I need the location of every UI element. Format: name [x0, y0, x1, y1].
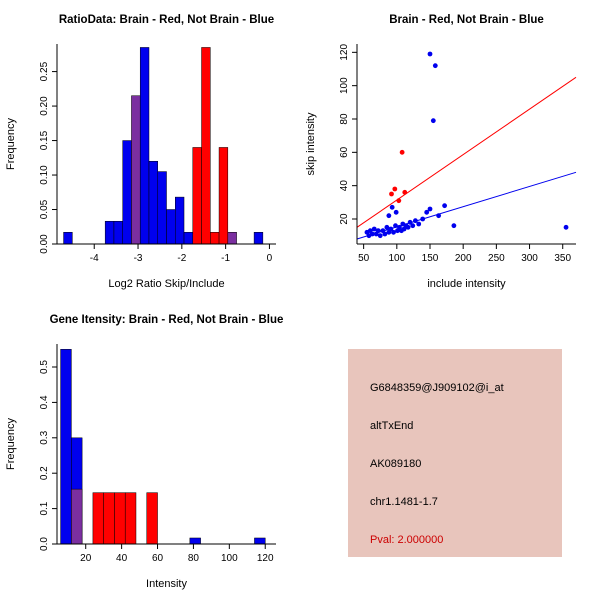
svg-text:0.2: 0.2	[39, 466, 50, 480]
info-line-event-type: altTxEnd	[370, 420, 414, 432]
svg-text:RatioData: Brain - Red, Not Br: RatioData: Brain - Red, Not Brain - Blue	[59, 14, 274, 26]
svg-text:0.0: 0.0	[39, 537, 50, 551]
svg-text:0.25: 0.25	[39, 61, 50, 81]
svg-text:skip intensity: skip intensity	[305, 112, 317, 175]
svg-text:0: 0	[267, 253, 273, 264]
svg-text:300: 300	[521, 253, 538, 264]
gene-intensity-histogram-chart: 20 40 60 80 100 120 0.0 0.1 0.2 0.3 0.4 0.5 Gene Ite…	[5, 314, 284, 590]
svg-text:0.5: 0.5	[39, 360, 50, 374]
svg-text:200: 200	[455, 253, 472, 264]
svg-text:60: 60	[339, 146, 350, 158]
ratio-histogram-panel: -4 -3 -2 -1 0 0.00 0.05 0.10 0.15 0.20 0.25 RatioDa…	[0, 0, 300, 300]
svg-text:20: 20	[80, 553, 92, 564]
svg-text:0.1: 0.1	[39, 501, 50, 515]
svg-text:40: 40	[116, 553, 128, 564]
svg-text:0.4: 0.4	[39, 395, 50, 409]
svg-text:100: 100	[221, 553, 238, 564]
svg-text:60: 60	[152, 553, 164, 564]
svg-text:350: 350	[554, 253, 571, 264]
svg-text:0.00: 0.00	[39, 234, 50, 254]
svg-text:-1: -1	[221, 253, 230, 264]
svg-text:0.20: 0.20	[39, 96, 50, 116]
svg-text:-4: -4	[90, 253, 99, 264]
intensity-scatter-chart: 50 100 150 200 250 300 350 20 40 60 80 100 120 Brain …	[305, 14, 577, 290]
svg-text:Log2 Ratio Skip/Include: Log2 Ratio Skip/Include	[108, 278, 224, 290]
svg-text:-3: -3	[134, 253, 143, 264]
info-line-probe-id: G6848359@J909102@i_at	[370, 382, 504, 394]
svg-text:Intensity: Intensity	[146, 578, 187, 590]
svg-text:Gene Itensity: Brain - Red, No: Gene Itensity: Brain - Red, Not Brain - …	[50, 314, 284, 326]
svg-text:Frequency: Frequency	[5, 118, 17, 170]
svg-text:40: 40	[339, 180, 350, 192]
gene-intensity-histogram-panel: 20 40 60 80 100 120 0.0 0.1 0.2 0.3 0.4 0.5 Gene Ite…	[0, 300, 300, 600]
svg-text:0.05: 0.05	[39, 199, 50, 219]
svg-text:0.3: 0.3	[39, 430, 50, 444]
svg-text:80: 80	[188, 553, 200, 564]
svg-text:250: 250	[488, 253, 505, 264]
svg-text:120: 120	[339, 44, 350, 61]
svg-text:0.10: 0.10	[39, 165, 50, 185]
svg-text:150: 150	[422, 253, 439, 264]
svg-text:80: 80	[339, 113, 350, 125]
svg-text:include intensity: include intensity	[427, 278, 506, 290]
svg-text:Frequency: Frequency	[5, 418, 17, 470]
info-panel: G6848359@J909102@i_at altTxEnd AK089180 …	[348, 349, 562, 557]
svg-text:Brain - Red, Not Brain - Blue: Brain - Red, Not Brain - Blue	[389, 14, 544, 26]
svg-text:120: 120	[257, 553, 274, 564]
ratio-histogram-chart: -4 -3 -2 -1 0 0.00 0.05 0.10 0.15 0.20 0.25 RatioDa…	[5, 14, 276, 290]
info-line-accession: AK089180	[370, 458, 422, 470]
svg-text:20: 20	[339, 213, 350, 225]
svg-text:100: 100	[339, 77, 350, 94]
svg-text:50: 50	[358, 253, 370, 264]
svg-text:100: 100	[388, 253, 405, 264]
info-line-pval: Pval: 2.000000	[370, 534, 444, 546]
intensity-scatter-panel: 50 100 150 200 250 300 350 20 40 60 80 100 120 Brain …	[300, 0, 600, 300]
info-line-location: chr1.1481-1.7	[370, 496, 438, 508]
svg-text:0.15: 0.15	[39, 130, 50, 150]
svg-text:-2: -2	[177, 253, 186, 264]
info-quadrant: G6848359@J909102@i_at altTxEnd AK089180 …	[300, 300, 600, 600]
